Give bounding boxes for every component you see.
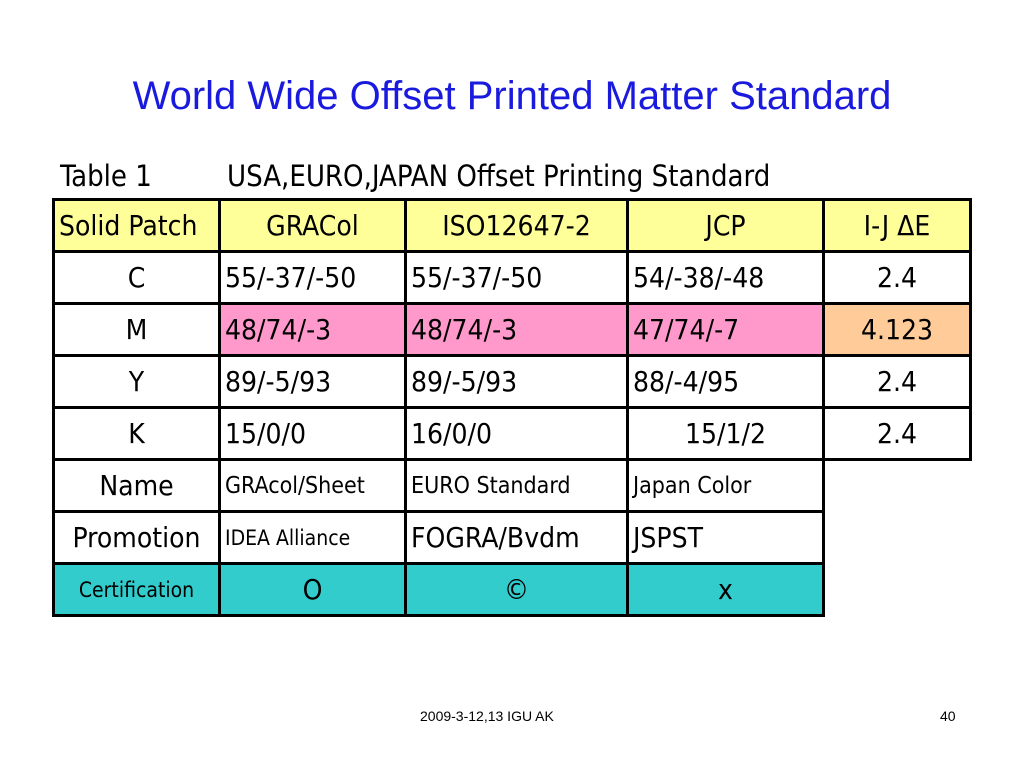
cell-cert-gracol: O: [218, 562, 407, 617]
cell-c-delta: 2.4: [822, 250, 972, 305]
cell-promotion-empty: [824, 512, 971, 564]
cell-m-jcp: 47/74/-7: [626, 302, 825, 357]
page-number: 40: [940, 708, 956, 724]
standards-table: Solid Patch GRACol ISO12647-2 JCP I-J ΔE…: [52, 198, 972, 617]
header-jcp: JCP: [626, 198, 825, 253]
cell-cert-empty: [824, 564, 971, 616]
header-delta-e: I-J ΔE: [822, 198, 972, 253]
cell-y-delta: 2.4: [822, 354, 972, 409]
slide-footer: 2009-3-12,13 IGU AK: [420, 708, 554, 724]
table-row-certification: Certification O © x: [52, 562, 971, 617]
cell-cert-iso: ©: [404, 562, 629, 617]
cell-promotion-gracol: IDEA Alliance: [218, 510, 407, 565]
table-row-k: K 15/0/0 16/0/0 15/1/2 2.4: [52, 406, 972, 461]
header-gracol: GRACol: [218, 198, 407, 253]
row-label-promotion: Promotion: [52, 510, 221, 565]
table-row-c: C 55/-37/-50 55/-37/-50 54/-38/-48 2.4: [52, 250, 972, 305]
cell-name-iso: EURO Standard: [404, 458, 629, 513]
cell-k-iso: 16/0/0: [404, 406, 629, 461]
cell-cert-jcp: x: [626, 562, 825, 617]
table-row-name: Name GRAcol/Sheet EURO Standard Japan Co…: [52, 458, 971, 513]
cell-promotion-iso: FOGRA/Bvdm: [404, 510, 629, 565]
cell-name-gracol: GRAcol/Sheet: [218, 458, 407, 513]
cell-c-iso: 55/-37/-50: [404, 250, 629, 305]
slide-title: World Wide Offset Printed Matter Standar…: [132, 74, 892, 118]
cell-c-gracol: 55/-37/-50: [218, 250, 407, 305]
table-row-promotion: Promotion IDEA Alliance FOGRA/Bvdm JSPST: [52, 510, 971, 565]
row-label-k: K: [52, 406, 221, 461]
table-row-m: M 48/74/-3 48/74/-3 47/74/-7 4.123: [52, 302, 972, 357]
cell-y-jcp: 88/-4/95: [626, 354, 825, 409]
table-row-y: Y 89/-5/93 89/-5/93 88/-4/95 2.4: [52, 354, 972, 409]
cell-k-delta: 2.4: [822, 406, 972, 461]
row-label-y: Y: [52, 354, 221, 409]
cell-name-empty: [824, 460, 971, 512]
cell-m-gracol: 48/74/-3: [218, 302, 407, 357]
row-label-name: Name: [52, 458, 221, 513]
cell-name-jcp: Japan Color: [626, 458, 825, 513]
cell-y-iso: 89/-5/93: [404, 354, 629, 409]
row-label-m: M: [52, 302, 221, 357]
cell-m-delta: 4.123: [822, 302, 972, 357]
table-caption-label: Table 1: [60, 159, 152, 193]
row-label-certification: Certification: [52, 562, 221, 617]
row-label-c: C: [52, 250, 221, 305]
table-header-row: Solid Patch GRACol ISO12647-2 JCP I-J ΔE: [52, 198, 972, 253]
cell-promotion-jcp: JSPST: [626, 510, 825, 565]
cell-k-gracol: 15/0/0: [218, 406, 407, 461]
cell-m-iso: 48/74/-3: [404, 302, 629, 357]
header-iso12647: ISO12647-2: [404, 198, 629, 253]
header-solid-patch: Solid Patch: [52, 198, 221, 253]
cell-c-jcp: 54/-38/-48: [626, 250, 825, 305]
table-caption-text: USA,EURO,JAPAN Offset Printing Standard: [227, 159, 771, 193]
cell-y-gracol: 89/-5/93: [218, 354, 407, 409]
cell-k-jcp: 15/1/2: [626, 406, 825, 461]
